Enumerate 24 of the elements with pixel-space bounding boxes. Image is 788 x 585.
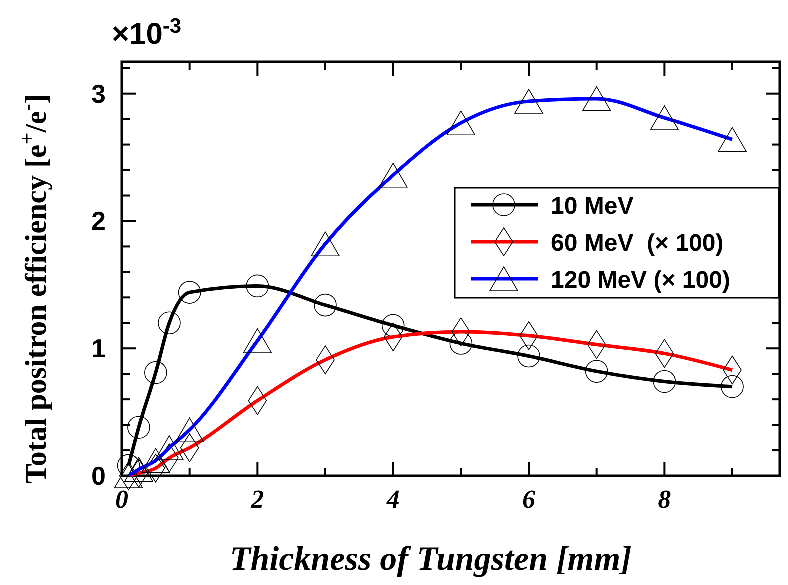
y-tick-label: 1 xyxy=(92,334,106,364)
point xyxy=(585,360,608,383)
x-tick-label: 2 xyxy=(250,485,264,514)
point xyxy=(158,312,181,335)
text: ×10$^{-3}$ xyxy=(112,14,182,51)
x-axis-title: Thickness of Tungsten [mm] xyxy=(230,541,632,578)
point xyxy=(144,361,168,384)
x-tick-label: 0 xyxy=(116,485,128,514)
y-tick-label: 0 xyxy=(92,461,106,491)
point xyxy=(314,294,337,317)
point xyxy=(518,344,540,368)
x-tick-label: 4 xyxy=(386,485,400,514)
point xyxy=(653,370,676,394)
point xyxy=(721,375,744,398)
x-tick-label: 6 xyxy=(522,485,536,514)
legend-label: 60 MeV (× 100) xyxy=(551,230,724,257)
x-tick-label: 8 xyxy=(658,485,672,514)
y-tick-label: 3 xyxy=(92,78,106,109)
y-tick-label: 2 xyxy=(92,206,106,236)
point xyxy=(178,281,202,304)
point xyxy=(246,274,270,298)
point xyxy=(128,416,150,439)
legend-label: 120 MeV (× 100) xyxy=(551,267,730,294)
legend-label: 10 MeV xyxy=(551,193,634,220)
